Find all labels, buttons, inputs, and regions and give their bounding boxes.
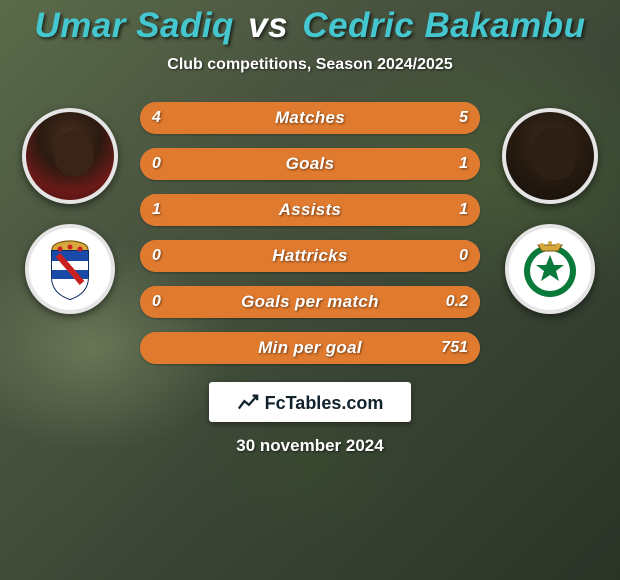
stat-row: 00Hattricks [140,240,480,272]
player2-club-crest [505,224,595,314]
left-column [10,102,130,314]
player1-avatar [22,108,118,204]
comparison-card: Umar Sadiq vs Cedric Bakambu Club compet… [0,0,620,580]
fctables-logo-icon [237,392,259,414]
stat-label: Hattricks [140,240,480,272]
real-sociedad-crest-icon [38,237,102,301]
title-vs: vs [248,6,288,45]
right-column [490,102,610,314]
stat-label: Goals per match [140,286,480,318]
footer-brand-box: FcTables.com [209,382,412,422]
stat-row: 01Goals [140,148,480,180]
footer-brand-text: FcTables.com [265,393,384,414]
stat-label: Min per goal [140,332,480,364]
player2-avatar [502,108,598,204]
stat-bars: 45Matches 01Goals 11Assists 00Hattricks 00.2… [140,102,480,364]
stat-row: 751Min per goal [140,332,480,364]
stat-label: Goals [140,148,480,180]
comparison-body: 45Matches 01Goals 11Assists 00Hattricks 00.2… [0,102,620,364]
stat-label: Matches [140,102,480,134]
subtitle: Club competitions, Season 2024/2025 [167,56,452,74]
stat-label: Assists [140,194,480,226]
player1-club-crest [25,224,115,314]
page-title: Umar Sadiq vs Cedric Bakambu [34,6,585,46]
title-player2: Cedric Bakambu [302,6,585,45]
title-player1: Umar Sadiq [34,6,234,45]
stat-row: 11Assists [140,194,480,226]
real-betis-crest-icon [518,237,582,301]
stat-row: 00.2Goals per match [140,286,480,318]
date-text: 30 november 2024 [236,436,383,456]
stat-row: 45Matches [140,102,480,134]
